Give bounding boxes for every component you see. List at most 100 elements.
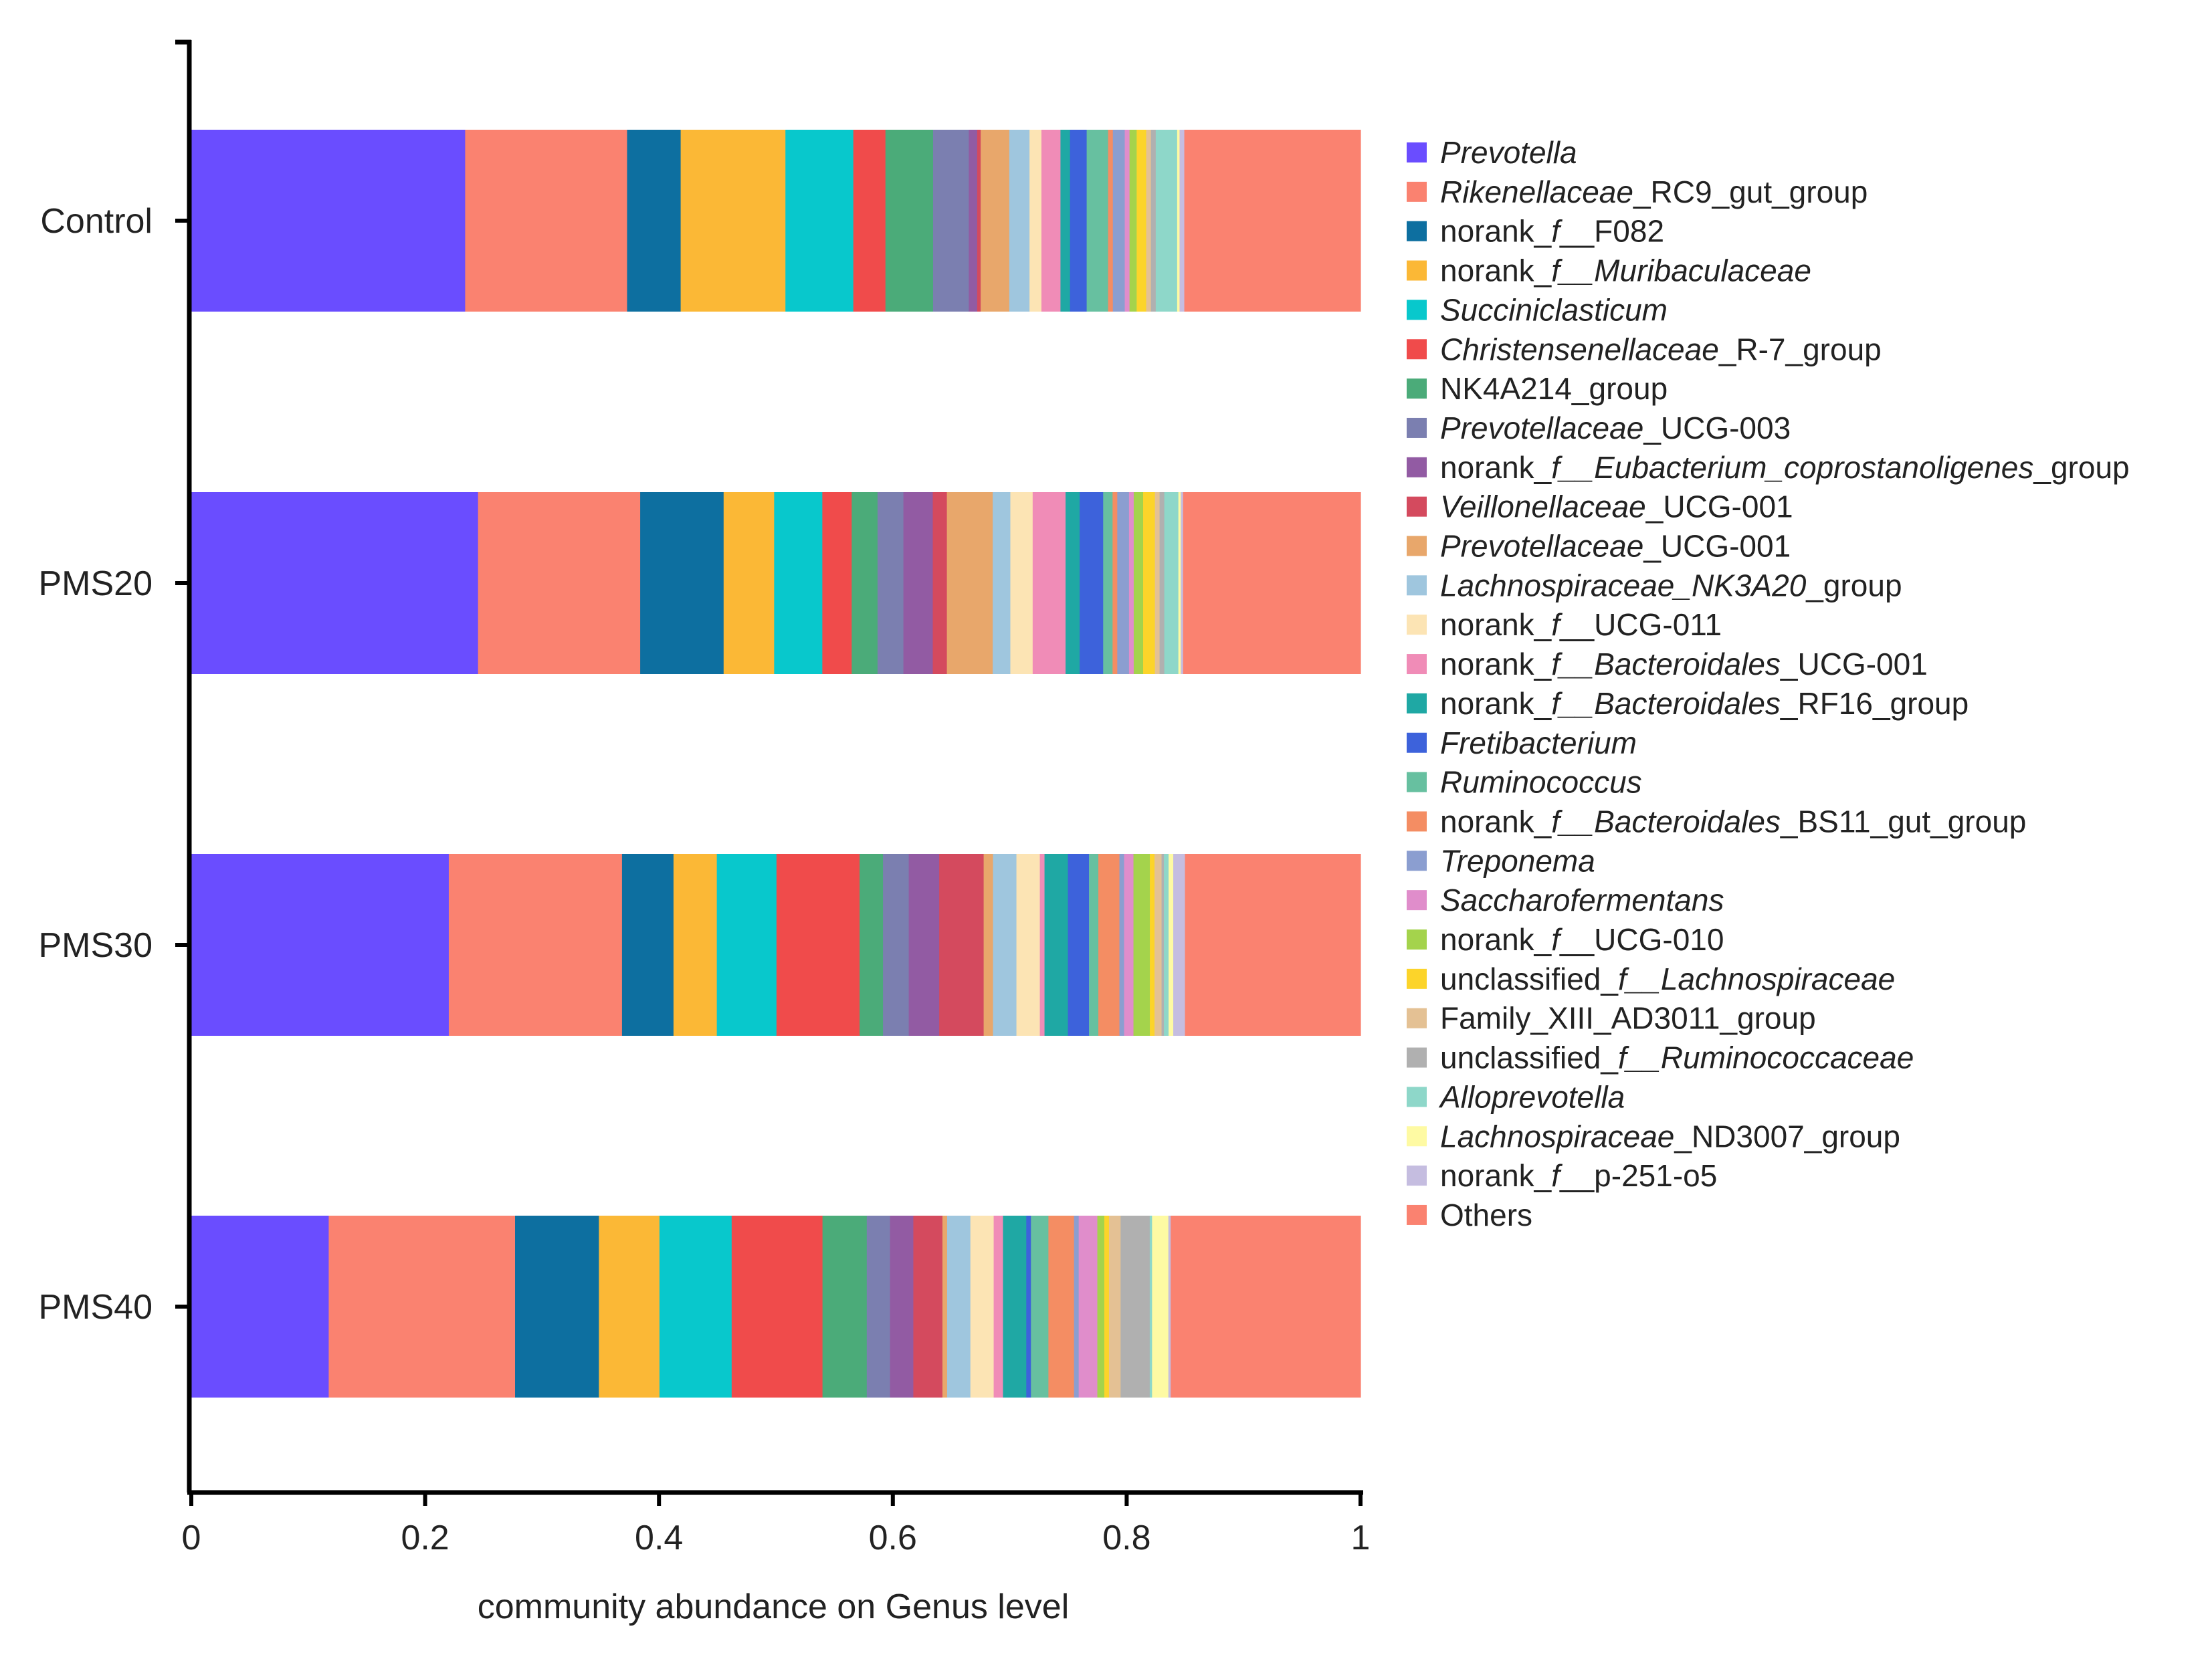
bar-segment-pms40-6 — [822, 1216, 868, 1398]
legend-label: norank_f__Bacteroidales_UCG-001 — [1440, 647, 1928, 681]
bar-segment-pms40-20 — [1097, 1216, 1105, 1398]
bar-segment-pms40-5 — [731, 1216, 823, 1398]
legend-label: Prevotellaceae_UCG-001 — [1440, 529, 1791, 564]
bar-segment-pms30-8 — [908, 854, 940, 1036]
legend-swatch — [1407, 536, 1427, 556]
bar-segment-pms30-25 — [1169, 854, 1174, 1036]
bar-segment-control-4 — [785, 130, 854, 312]
legend-label: norank_f__Muribaculaceae — [1440, 253, 1811, 288]
bar-segment-pms30-17 — [1098, 854, 1120, 1036]
bar-segment-pms30-4 — [716, 854, 777, 1036]
bar-segment-pms40-21 — [1104, 1216, 1110, 1398]
bar-segment-pms40-25 — [1152, 1216, 1169, 1398]
bar-segment-pms40-14 — [1003, 1216, 1027, 1398]
legend-label: Rikenellaceae_RC9_gut_group — [1440, 175, 1868, 209]
legend-label: Saccharofermentans — [1440, 883, 1724, 917]
legend-label: NK4A214_group — [1440, 371, 1668, 406]
axes — [175, 39, 1363, 1495]
legend-label: Treponema — [1440, 843, 1595, 878]
bar-segment-pms20-7 — [877, 492, 904, 674]
bar-segment-pms20-6 — [851, 492, 878, 674]
bar-segment-control-27 — [1184, 130, 1361, 312]
bar-segment-pms30-12 — [1016, 854, 1041, 1036]
bar-segment-pms40-2 — [515, 1216, 599, 1398]
legend-label: norank_f__Bacteroidales_RF16_group — [1440, 686, 1969, 721]
legend-label: Lachnospiraceae_ND3007_group — [1440, 1119, 1900, 1153]
legend-swatch — [1407, 496, 1427, 517]
x-tick-label: 1 — [1351, 1519, 1371, 1557]
x-tick-label: 0.6 — [869, 1519, 917, 1557]
bar-segment-control-0 — [191, 130, 466, 312]
legend-label: Christensenellaceae_R-7_group — [1440, 332, 1882, 366]
bar-segment-pms30-15 — [1068, 854, 1090, 1036]
legend-swatch — [1407, 1047, 1427, 1068]
legend-label: Fretibacterium — [1440, 726, 1637, 760]
bar-segment-control-11 — [1009, 130, 1030, 312]
bar-segment-control-26 — [1179, 130, 1185, 312]
bar-segment-control-3 — [680, 130, 786, 312]
bar-segment-control-24 — [1155, 130, 1178, 312]
bar-segment-pms40-3 — [599, 1216, 660, 1398]
bar-segment-pms40-12 — [970, 1216, 995, 1398]
legend-swatch — [1407, 221, 1427, 241]
legend-swatch — [1407, 851, 1427, 871]
bar-segment-pms40-9 — [913, 1216, 943, 1398]
legend-swatch — [1407, 929, 1427, 950]
bar-segment-pms30-7 — [883, 854, 910, 1036]
legend-label: Lachnospiraceae_NK3A20_group — [1440, 568, 1902, 602]
bar-segment-pms30-18 — [1119, 854, 1125, 1036]
legend-label: Ruminococcus — [1440, 765, 1642, 800]
legend-swatch — [1407, 1126, 1427, 1147]
legend-swatch — [1407, 457, 1427, 477]
bar-segment-pms20-20 — [1133, 492, 1144, 674]
bar-segment-control-7 — [932, 130, 969, 312]
bar-segment-pms20-26 — [1181, 492, 1184, 674]
bar-segment-control-1 — [465, 130, 628, 312]
bar-segment-pms20-22 — [1154, 492, 1161, 674]
x-axis-title: community abundance on Genus level — [478, 1587, 1070, 1626]
bar-segment-pms30-9 — [939, 854, 985, 1036]
legend-swatch — [1407, 1166, 1427, 1186]
bar-segment-pms30-2 — [621, 854, 674, 1036]
y-tick-label: PMS20 — [38, 564, 153, 603]
bar-segment-pms30-23 — [1161, 854, 1165, 1036]
bar-segment-pms20-21 — [1142, 492, 1156, 674]
legend-swatch — [1407, 181, 1427, 202]
bar-segment-pms20-3 — [723, 492, 775, 674]
bar-segment-pms40-19 — [1078, 1216, 1098, 1398]
bar-segment-pms20-23 — [1159, 492, 1165, 674]
bar-segment-control-10 — [981, 130, 1010, 312]
bar-segment-pms30-10 — [983, 854, 994, 1036]
legend-label: Succiniclasticum — [1440, 292, 1668, 327]
legend-label: norank_f__UCG-010 — [1440, 922, 1724, 957]
bar-segment-pms40-17 — [1048, 1216, 1075, 1398]
bar-segment-pms30-21 — [1150, 854, 1155, 1036]
bar-segment-pms40-18 — [1074, 1216, 1080, 1398]
bar-segment-control-17 — [1108, 130, 1114, 312]
bar-segment-control-22 — [1146, 130, 1152, 312]
bar-segment-pms30-22 — [1154, 854, 1163, 1036]
bar-segment-pms40-10 — [942, 1216, 948, 1398]
legend-label: Alloprevotella — [1438, 1079, 1625, 1114]
bar-segment-pms20-1 — [478, 492, 641, 674]
y-tick-label: Control — [40, 202, 153, 241]
bar-area — [191, 130, 1361, 1398]
bar-segment-pms40-26 — [1168, 1216, 1171, 1398]
bar-segment-pms30-3 — [673, 854, 718, 1036]
legend-swatch — [1407, 142, 1427, 162]
bar-segment-pms20-15 — [1080, 492, 1104, 674]
bar-segment-pms20-2 — [640, 492, 724, 674]
legend-swatch — [1407, 1087, 1427, 1107]
bar-segment-pms20-25 — [1178, 492, 1181, 674]
legend-label: norank_f__UCG-011 — [1440, 607, 1722, 642]
legend-label: Prevotella — [1440, 135, 1577, 170]
x-tick-label: 0.8 — [1102, 1519, 1150, 1557]
bar-segment-pms20-10 — [946, 492, 993, 674]
bar-segment-pms30-0 — [191, 854, 449, 1036]
bar-segment-control-13 — [1041, 130, 1062, 312]
bar-segment-pms40-1 — [328, 1216, 516, 1398]
x-ticks: 0 0.2 0.4 0.6 0.8 1 — [182, 1493, 1371, 1557]
bar-segment-pms40-13 — [993, 1216, 1004, 1398]
bar-segment-pms30-11 — [993, 854, 1017, 1036]
bar-segment-control-2 — [627, 130, 682, 312]
